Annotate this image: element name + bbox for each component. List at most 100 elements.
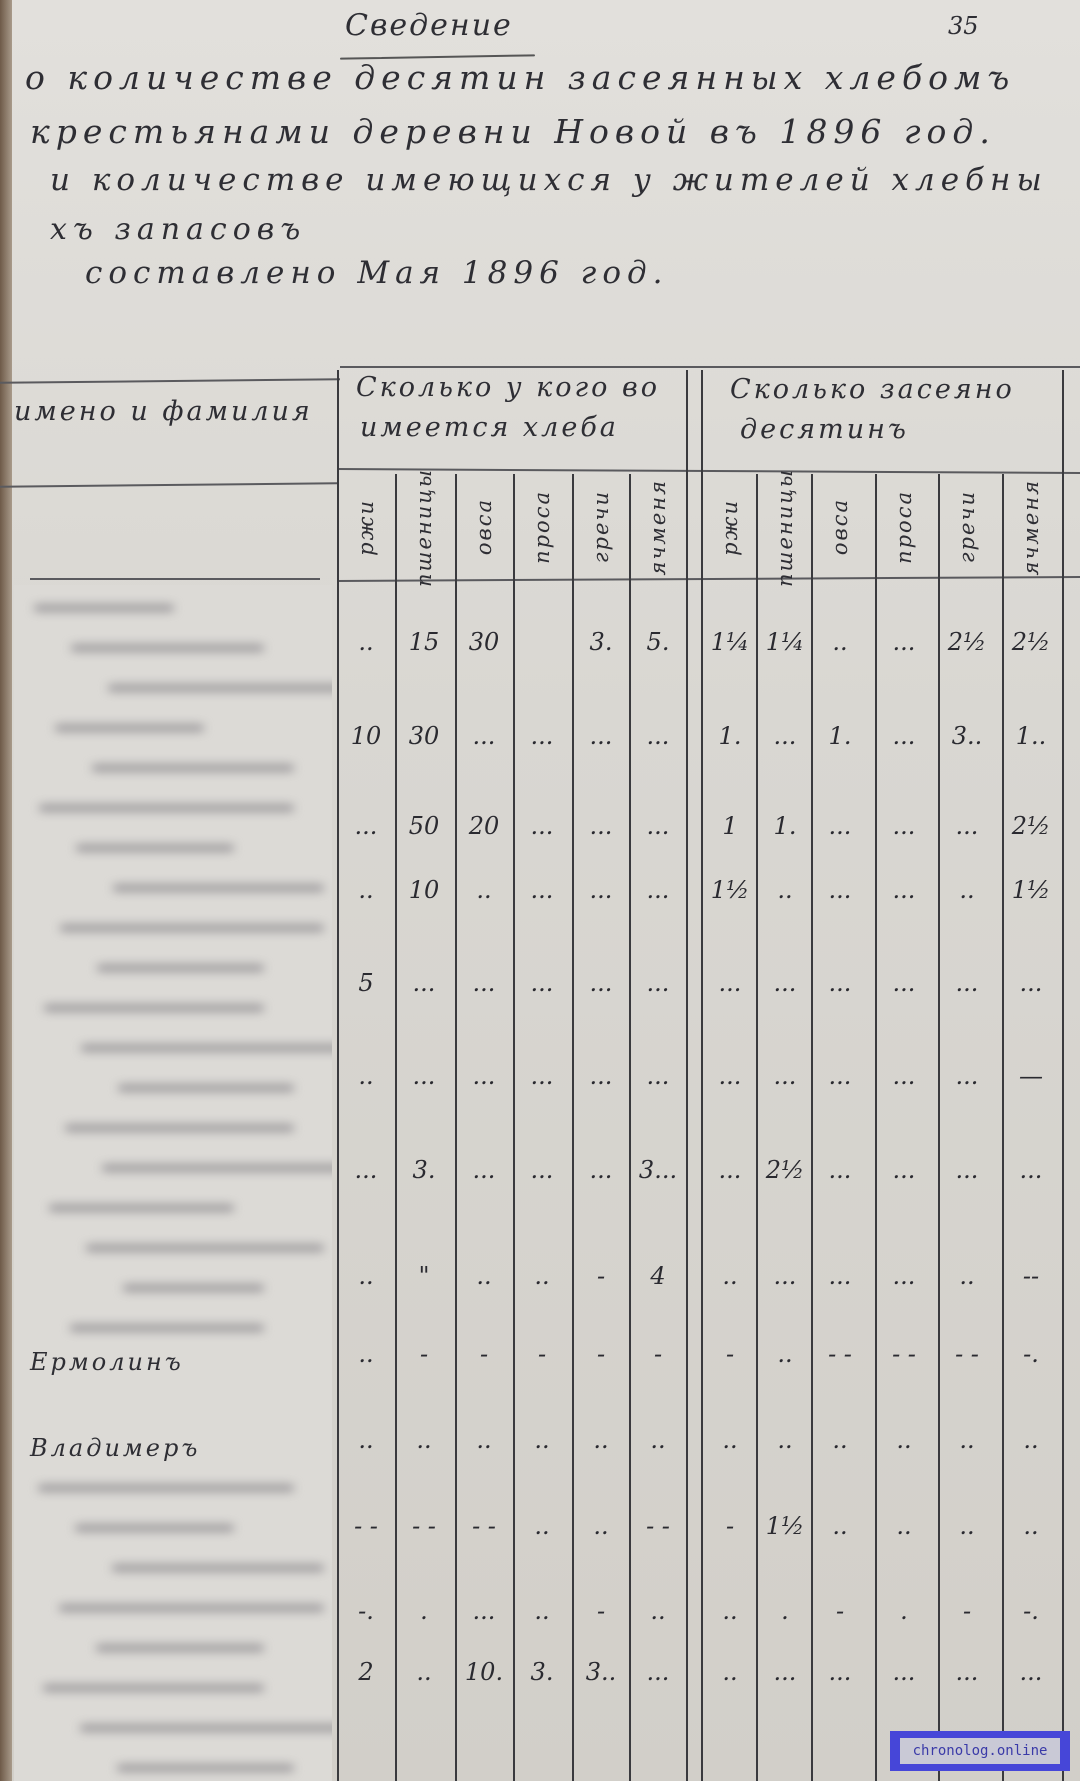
stock-cell: - (596, 1262, 606, 1290)
stock-cell: 3. (412, 1156, 436, 1184)
stock-cell: ... (646, 969, 670, 997)
stock-cell: .. (593, 1512, 609, 1540)
stock-cell: ... (530, 812, 554, 840)
column-rule (686, 370, 688, 1781)
heading-line-5: составлено Мая 1896 год. (85, 255, 669, 291)
sown-cell: ... (773, 1658, 797, 1686)
subcolumn-label: проса (892, 490, 916, 564)
page-number: 35 (948, 12, 979, 40)
blurred-text (59, 1605, 324, 1611)
column-rule (337, 370, 339, 1781)
sown-cell: . (781, 1597, 789, 1625)
stock-cell: - (419, 1340, 429, 1368)
subcolumn-header: овса (456, 478, 512, 576)
heading-line-1: о количестве десятин засеянных хлебомъ (25, 58, 1016, 97)
stock-cell: - - (472, 1512, 496, 1540)
stock-cell: .. (476, 876, 492, 904)
sown-cell: .. (777, 1340, 793, 1368)
stock-cell: 50 (408, 812, 440, 840)
column-rule (1002, 474, 1004, 1781)
stock-cell: " (418, 1262, 430, 1290)
sown-cell: - (835, 1597, 845, 1625)
sown-cell: 2½ (1011, 628, 1051, 656)
sown-cell: .. (959, 1426, 975, 1454)
subcolumn-header: ржи (338, 478, 394, 576)
stock-cell: .. (416, 1426, 432, 1454)
sown-cell: 1½ (765, 1512, 805, 1540)
column-rule (1062, 370, 1064, 1781)
stock-cell: .. (476, 1262, 492, 1290)
column-rule (938, 474, 940, 1781)
sown-cell: .. (959, 1262, 975, 1290)
blurred-text (75, 1525, 234, 1531)
blurred-text (92, 765, 294, 771)
blurred-text (71, 645, 264, 651)
stock-cell: 3.. (585, 1658, 617, 1686)
stock-cell: ... (530, 1156, 554, 1184)
sown-cell: 3.. (951, 722, 983, 750)
blurred-text (38, 1485, 294, 1491)
stock-cell: ... (412, 969, 436, 997)
column-rule (629, 474, 631, 1781)
stock-cell: ... (646, 722, 670, 750)
sown-cell: ... (955, 1658, 979, 1686)
stock-cell: 5. (646, 628, 670, 656)
column-rule (811, 474, 813, 1781)
table-top-rule (0, 378, 341, 384)
stock-cell: .. (416, 1658, 432, 1686)
sown-cell: .. (959, 1512, 975, 1540)
subcolumn-header: овса (812, 478, 868, 576)
stock-cell: ... (472, 969, 496, 997)
sown-cell: ... (1019, 969, 1043, 997)
stock-cell: 30 (408, 722, 440, 750)
column-rule (455, 474, 457, 1781)
subheader-rule-left (30, 578, 320, 580)
subcolumn-label: ржи (718, 498, 742, 556)
stock-group-header-line-1: Сколько у кого во (356, 372, 660, 403)
stock-cell: .. (650, 1426, 666, 1454)
sown-cell: ... (773, 969, 797, 997)
sown-cell: .. (959, 876, 975, 904)
subcolumn-header: проса (876, 478, 932, 576)
stock-cell: .. (650, 1597, 666, 1625)
sown-cell: .. (1023, 1512, 1039, 1540)
table-top-rule-right (340, 366, 1080, 368)
heading-line-3: и количестве имеющихся у жителей хлебны (50, 162, 1048, 198)
stock-cell: -. (358, 1597, 374, 1625)
sown-cell: .. (722, 1262, 738, 1290)
stock-cell: - (653, 1340, 663, 1368)
stock-cell: .. (358, 1426, 374, 1454)
stock-cell: .. (593, 1426, 609, 1454)
sown-cell: ... (892, 812, 916, 840)
stock-group-header-line-2: имеется хлеба (360, 412, 619, 443)
sown-cell: -. (1023, 1340, 1039, 1368)
stock-cell: .. (476, 1426, 492, 1454)
blurred-text (113, 885, 324, 891)
sown-cell: ... (828, 1156, 852, 1184)
subcolumn-label: пшеницы (412, 467, 436, 587)
column-rule (756, 474, 758, 1781)
blurred-text (86, 1245, 324, 1251)
sown-cell: ... (718, 1062, 742, 1090)
blurred-text (96, 1645, 264, 1651)
stock-cell: ... (354, 812, 378, 840)
blurred-text (112, 1565, 324, 1571)
sown-cell: ... (892, 1658, 916, 1686)
blurred-text (81, 1045, 332, 1051)
blurred-text (49, 1205, 234, 1211)
stock-cell: .. (358, 1062, 374, 1090)
sown-cell: ... (828, 1062, 852, 1090)
subcolumn-header: гречи (573, 478, 629, 576)
subcolumn-label: ячменя (1019, 478, 1043, 576)
subcolumn-header: пшеницы (757, 468, 813, 587)
sown-cell: ... (892, 628, 916, 656)
blurred-text (60, 925, 324, 931)
sown-cell: ... (955, 969, 979, 997)
blurred-text (123, 1285, 264, 1291)
sown-cell: 1. (718, 722, 742, 750)
header-rule-left (0, 482, 338, 488)
sown-cell: 1. (828, 722, 852, 750)
stock-cell: ... (589, 722, 613, 750)
sown-cell: 1 (722, 812, 738, 840)
sown-cell: ... (718, 969, 742, 997)
